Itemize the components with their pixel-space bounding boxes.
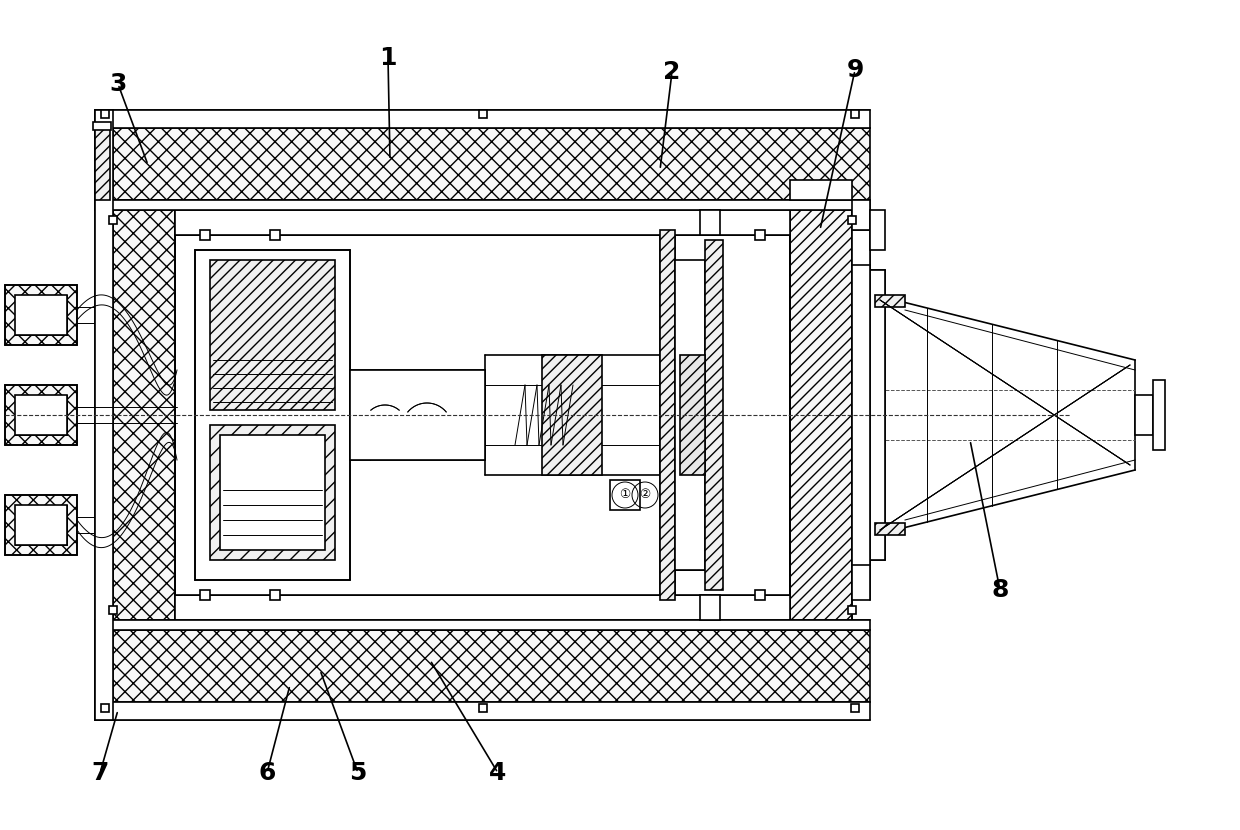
Bar: [610, 480, 640, 510]
Bar: [542, 355, 601, 475]
Bar: [755, 590, 765, 600]
Bar: [5, 285, 77, 345]
Bar: [5, 385, 77, 445]
Bar: [706, 240, 723, 590]
Text: 6: 6: [258, 761, 275, 785]
Bar: [219, 435, 325, 550]
Text: 8: 8: [991, 578, 1008, 602]
Bar: [660, 230, 675, 600]
Bar: [5, 495, 77, 555]
Bar: [870, 270, 885, 560]
Bar: [175, 595, 790, 620]
Bar: [852, 265, 870, 565]
Text: ②: ②: [640, 489, 651, 501]
Bar: [852, 230, 870, 600]
Bar: [100, 110, 109, 118]
Bar: [270, 230, 280, 240]
Bar: [479, 110, 486, 118]
Bar: [340, 210, 711, 230]
Bar: [210, 425, 335, 560]
Bar: [15, 395, 67, 435]
Text: 3: 3: [109, 72, 126, 96]
Text: ①: ①: [619, 489, 631, 501]
Bar: [95, 702, 870, 720]
Bar: [175, 210, 790, 235]
Bar: [790, 180, 852, 200]
Bar: [875, 295, 905, 307]
Bar: [200, 230, 210, 240]
Bar: [210, 260, 335, 410]
Bar: [848, 606, 856, 614]
Bar: [93, 122, 112, 130]
Bar: [1153, 380, 1166, 450]
Text: 4: 4: [490, 761, 507, 785]
Bar: [350, 370, 485, 460]
Bar: [195, 250, 350, 580]
Bar: [175, 210, 790, 620]
Bar: [479, 704, 486, 712]
Text: 9: 9: [847, 58, 864, 82]
Text: 2: 2: [663, 60, 681, 84]
Bar: [701, 595, 720, 620]
Bar: [95, 620, 870, 630]
Bar: [875, 523, 905, 535]
Bar: [95, 110, 113, 720]
Bar: [95, 110, 870, 128]
Bar: [755, 230, 765, 240]
Bar: [340, 600, 711, 620]
Bar: [109, 216, 117, 224]
Bar: [701, 210, 720, 235]
Bar: [100, 704, 109, 712]
Bar: [15, 505, 67, 545]
Bar: [675, 260, 706, 570]
Bar: [1135, 395, 1153, 435]
Bar: [270, 590, 280, 600]
Bar: [870, 210, 885, 250]
Bar: [680, 355, 706, 475]
Bar: [95, 630, 870, 702]
Bar: [15, 295, 67, 335]
Bar: [109, 606, 117, 614]
Text: 7: 7: [92, 761, 109, 785]
Text: 5: 5: [350, 761, 367, 785]
Bar: [113, 210, 175, 620]
Bar: [200, 590, 210, 600]
Bar: [95, 128, 110, 200]
Bar: [95, 200, 870, 210]
Bar: [851, 110, 859, 118]
Bar: [852, 200, 870, 230]
Bar: [95, 128, 870, 200]
Bar: [848, 216, 856, 224]
Bar: [851, 704, 859, 712]
Text: 1: 1: [379, 46, 397, 70]
Bar: [790, 210, 852, 620]
